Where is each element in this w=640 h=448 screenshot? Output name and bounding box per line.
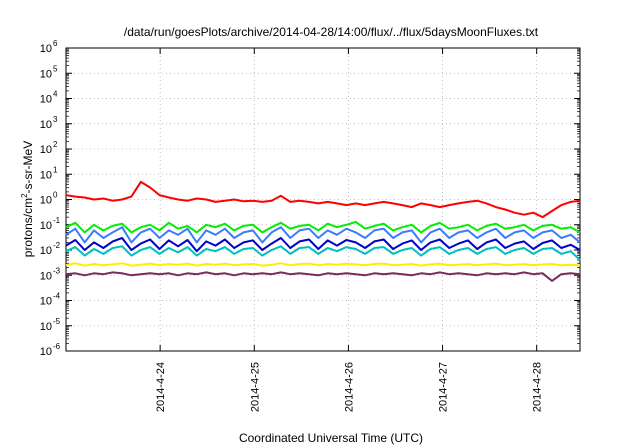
y-tick-label: 10 [40, 321, 52, 333]
x-tick-label: 2014-4-25 [249, 362, 261, 412]
x-axis: 2014-4-24 2014-4-25 2014-4-26 2014-4-27 2014… [155, 48, 544, 412]
x-tick-label: 2014-4-28 [532, 362, 544, 412]
y-tick-exponent: -3 [53, 266, 61, 275]
series-line-7 [65, 271, 581, 282]
x-tick-label: 2014-4-27 [438, 362, 450, 412]
chart-title: /data/run/goesPlots/archive/2014-04-28/1… [124, 25, 539, 39]
y-tick-exponent: -6 [53, 342, 61, 351]
y-axis: 10 -610 -510 -410 -310 -210 -110 010 110 210 310 41… [40, 39, 580, 358]
y-tick-label: 10 [40, 195, 52, 207]
y-tick-label: 10 [40, 94, 52, 106]
y-tick-exponent: 3 [53, 115, 58, 124]
series-line-2 [65, 220, 581, 234]
y-tick-exponent: 0 [53, 191, 58, 200]
y-tick-label: 10 [40, 43, 52, 55]
y-tick-exponent: 4 [53, 90, 58, 99]
y-axis-label: protons/cm2-s-sr-MeV [20, 141, 35, 257]
y-tick-label: 10 [40, 144, 52, 156]
y-tick-exponent: -1 [53, 216, 61, 225]
series-line-1 [65, 180, 581, 219]
y-tick-exponent: 6 [53, 39, 58, 48]
y-tick-label: 10 [40, 270, 52, 282]
series-line-4 [65, 237, 581, 253]
y-tick-exponent: 1 [53, 165, 58, 174]
x-axis-label: Coordinated Universal Time (UTC) [239, 431, 423, 445]
y-tick-label: 10 [40, 220, 52, 232]
series-line-6 [65, 262, 581, 267]
series-line-3 [65, 226, 581, 244]
x-tick-label: 2014-4-24 [155, 362, 167, 412]
y-tick-label: 10 [40, 296, 52, 308]
y-tick-exponent: 5 [53, 64, 58, 73]
x-tick-label: 2014-4-26 [343, 362, 355, 412]
series-line-5 [65, 245, 581, 261]
y-tick-label: 10 [40, 119, 52, 131]
y-tick-label: 10 [40, 346, 52, 358]
y-tick-exponent: -5 [53, 317, 61, 326]
y-tick-exponent: 2 [53, 140, 58, 149]
y-tick-exponent: -2 [53, 241, 61, 250]
y-tick-exponent: -4 [53, 292, 61, 301]
y-tick-label: 10 [40, 245, 52, 257]
y-tick-label: 10 [40, 169, 52, 181]
y-tick-label: 10 [40, 68, 52, 80]
plot-area [65, 180, 581, 282]
grid [66, 48, 580, 351]
